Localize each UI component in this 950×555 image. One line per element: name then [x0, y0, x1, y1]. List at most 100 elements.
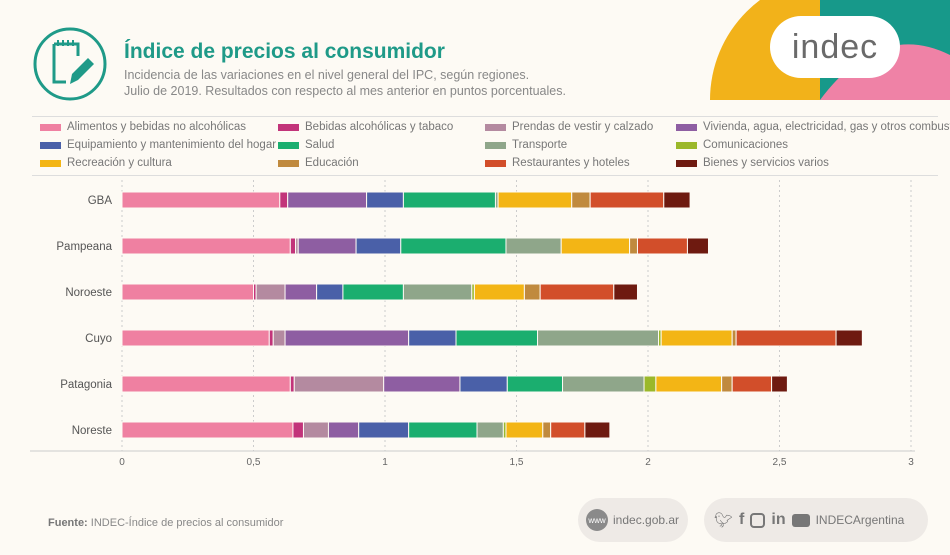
indec-logo: indec	[770, 16, 900, 78]
bar-segment	[473, 283, 525, 301]
bar-segment	[408, 421, 478, 439]
legend-item: Recreación y cultura	[40, 157, 172, 169]
bar-segment	[358, 421, 410, 439]
social-links: 🐦︎ f in INDECArgentina	[704, 498, 928, 542]
website-link[interactable]: www indec.gob.ar	[578, 498, 688, 542]
bar-segment	[316, 283, 344, 301]
legend-label: Alimentos y bebidas no alcohólicas	[67, 121, 246, 133]
legend-label: Salud	[305, 139, 335, 151]
bar-segment	[771, 375, 788, 393]
legend-item: Comunicaciones	[676, 139, 788, 151]
twitter-icon[interactable]: 🐦︎	[714, 512, 734, 529]
bar-segment	[327, 421, 360, 439]
bar-segment	[355, 237, 402, 255]
legend-swatch	[676, 123, 697, 131]
bar-segment	[279, 191, 289, 209]
x-tick-label: 1,5	[510, 457, 524, 468]
source-text: INDEC-Índice de precios al consumidor	[90, 517, 284, 529]
stacked-bar-chart: 0 0,5 1 1,5 2 2,5 3 GBA Pampeana Noroeste Cuyo Pata…	[30, 180, 915, 468]
bar-segment	[663, 191, 691, 209]
bar-segment	[402, 283, 473, 301]
linkedin-icon[interactable]: in	[771, 511, 786, 528]
x-tick-label: 1	[382, 457, 388, 468]
bar-segment	[400, 237, 507, 255]
legend-label: Transporte	[512, 139, 568, 151]
x-tick-label: 2,5	[773, 457, 787, 468]
bar-segment	[589, 191, 665, 209]
bar-segment	[560, 237, 631, 255]
bar-segment	[584, 421, 611, 439]
bar-segment	[731, 375, 773, 393]
category-label: Pampeana	[56, 241, 112, 253]
facebook-icon[interactable]: f	[739, 511, 745, 528]
legend-swatch	[40, 159, 61, 167]
category-label: Cuyo	[85, 333, 112, 345]
legend-swatch	[278, 159, 299, 167]
bar-segment	[292, 421, 304, 439]
legend-label: Comunicaciones	[703, 139, 789, 151]
bar-segment	[643, 375, 657, 393]
bar-segment	[408, 329, 457, 347]
bar-segment	[121, 237, 291, 255]
legend-swatch	[676, 159, 697, 167]
bar-segment	[655, 375, 723, 393]
bar-segment	[550, 421, 586, 439]
bar-segment	[455, 329, 539, 347]
divider	[32, 116, 938, 117]
legend-swatch	[278, 123, 299, 131]
bar-segment	[835, 329, 863, 347]
bar-segment	[562, 375, 645, 393]
bar-segment	[342, 283, 404, 301]
bar-segment	[268, 329, 274, 347]
x-tick-label: 2	[645, 457, 651, 468]
legend-label: Educación	[305, 157, 359, 169]
website-text: indec.gob.ar	[613, 513, 680, 527]
source-label: Fuente:	[48, 517, 88, 529]
bar-segment	[505, 421, 544, 439]
bar-segment	[505, 237, 562, 255]
legend-item: Restaurantes y hoteles	[485, 157, 630, 169]
bar-segment	[686, 237, 709, 255]
x-tick-label: 0,5	[247, 457, 261, 468]
legend-swatch	[485, 141, 506, 149]
bar-segment	[287, 191, 368, 209]
bar-segment	[629, 237, 638, 255]
legend-item: Bienes y servicios varios	[676, 157, 829, 169]
bar-segment	[272, 329, 286, 347]
bar-segment	[255, 283, 286, 301]
legend-label: Equipamiento y mantenimiento del hogar	[67, 139, 277, 151]
bar-segment	[636, 237, 688, 255]
instagram-icon[interactable]	[750, 512, 766, 528]
notepad-pencil-icon	[33, 27, 107, 101]
subtitle-line-2: Julio de 2019. Resultados con respecto a…	[124, 84, 566, 98]
legend-item: Vivienda, agua, electricidad, gas y otro…	[676, 121, 950, 133]
bar-segment	[383, 375, 461, 393]
legend-label: Bebidas alcohólicas y tabaco	[305, 121, 454, 133]
bar-segment	[121, 421, 294, 439]
bar-segment	[284, 283, 318, 301]
bar-segment	[506, 375, 564, 393]
bar-segment	[121, 329, 270, 347]
bar-segment	[571, 191, 591, 209]
source-note: Fuente: INDEC-Índice de precios al consu…	[48, 517, 283, 529]
bar-segment	[297, 237, 357, 255]
legend-label: Vivienda, agua, electricidad, gas y otro…	[703, 121, 950, 133]
x-tick-label: 0	[119, 457, 125, 468]
bar-segment	[284, 329, 410, 347]
category-label: Noroeste	[65, 287, 112, 299]
page-title: Índice de precios al consumidor	[124, 40, 445, 63]
bar-segment	[497, 191, 573, 209]
bar-segment	[542, 421, 552, 439]
bar-segment	[613, 283, 638, 301]
subtitle-line-1: Incidencia de las variaciones en el nive…	[124, 68, 530, 82]
youtube-icon[interactable]	[791, 513, 810, 527]
bar-segment	[476, 421, 504, 439]
bar-segment	[459, 375, 508, 393]
bar-segment	[302, 421, 329, 439]
legend-swatch	[278, 141, 299, 149]
bar-segment	[721, 375, 733, 393]
legend-label: Restaurantes y hoteles	[512, 157, 630, 169]
bar-segment	[121, 375, 291, 393]
bar-segment	[121, 191, 281, 209]
bar-segment	[289, 375, 295, 393]
